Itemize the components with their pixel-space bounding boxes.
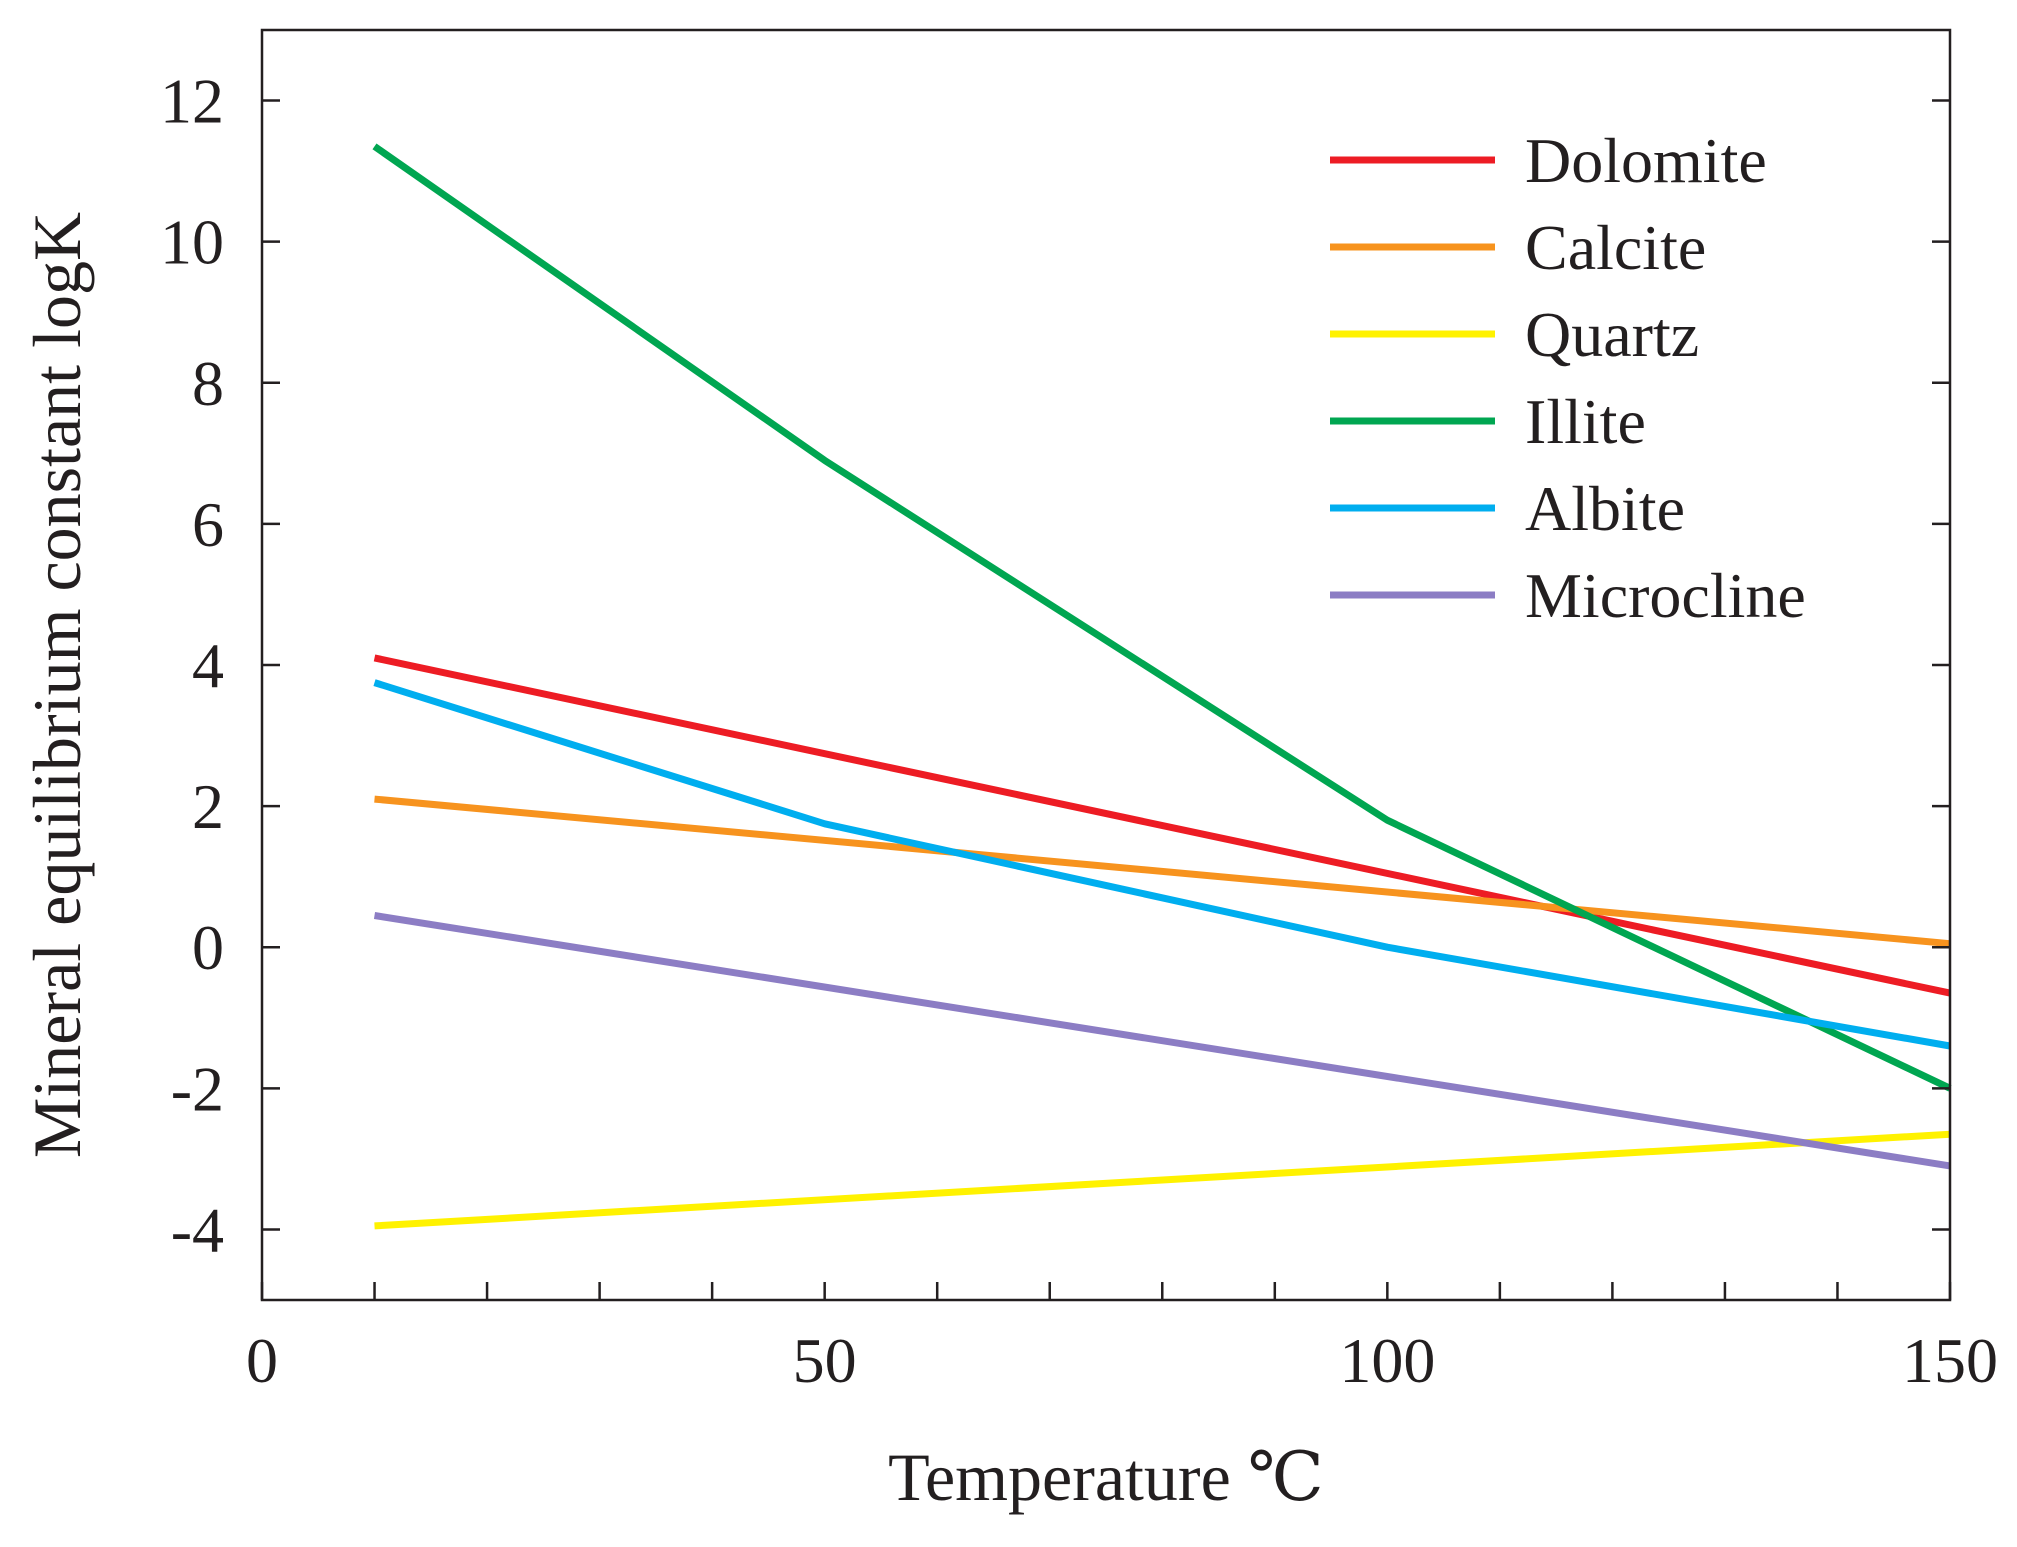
legend-label-albite: Albite xyxy=(1525,473,1685,544)
legend-label-dolomite: Dolomite xyxy=(1525,125,1767,196)
series-line-quartz xyxy=(374,1130,1951,1230)
y-tick-labels: -4 -2 0 2 4 6 8 10 12 xyxy=(160,66,224,1266)
x-tick-labels: 0 50 100 150 xyxy=(246,1325,1998,1396)
y-tick-label: 10 xyxy=(160,207,224,278)
series-line-illite xyxy=(372,143,1952,1092)
series-line-albite xyxy=(373,679,1951,1050)
y-axis-title: Mineral equilibrium constant logK xyxy=(19,212,95,1158)
legend-label-quartz: Quartz xyxy=(1525,299,1699,370)
series-lines xyxy=(372,143,1952,1230)
series-line-calcite xyxy=(374,795,1951,948)
x-tick-label: 150 xyxy=(1902,1325,1998,1396)
axis-ticks xyxy=(260,99,1952,1300)
x-axis-title: Temperature ℃ xyxy=(888,1439,1324,1515)
y-tick-label: 2 xyxy=(192,771,224,842)
legend-label-illite: Illite xyxy=(1525,386,1646,457)
legend-label-calcite: Calcite xyxy=(1525,212,1706,283)
legend-label-microcline: Microcline xyxy=(1525,560,1806,631)
y-tick-label: 4 xyxy=(192,630,224,701)
series-line-microcline xyxy=(373,912,1951,1170)
x-tick-label: 0 xyxy=(246,1325,278,1396)
y-tick-label: -4 xyxy=(171,1194,224,1265)
legend: Dolomite Calcite Quartz Illite Albite Microcl… xyxy=(1330,125,1806,631)
y-tick-label: 12 xyxy=(160,66,224,137)
x-tick-label: 50 xyxy=(793,1325,857,1396)
series-line-dolomite xyxy=(373,654,1951,997)
y-tick-label: 8 xyxy=(192,348,224,419)
y-tick-label: 6 xyxy=(192,489,224,560)
y-tick-label: -2 xyxy=(171,1053,224,1124)
y-tick-label: 0 xyxy=(192,912,224,983)
x-tick-label: 100 xyxy=(1339,1325,1435,1396)
